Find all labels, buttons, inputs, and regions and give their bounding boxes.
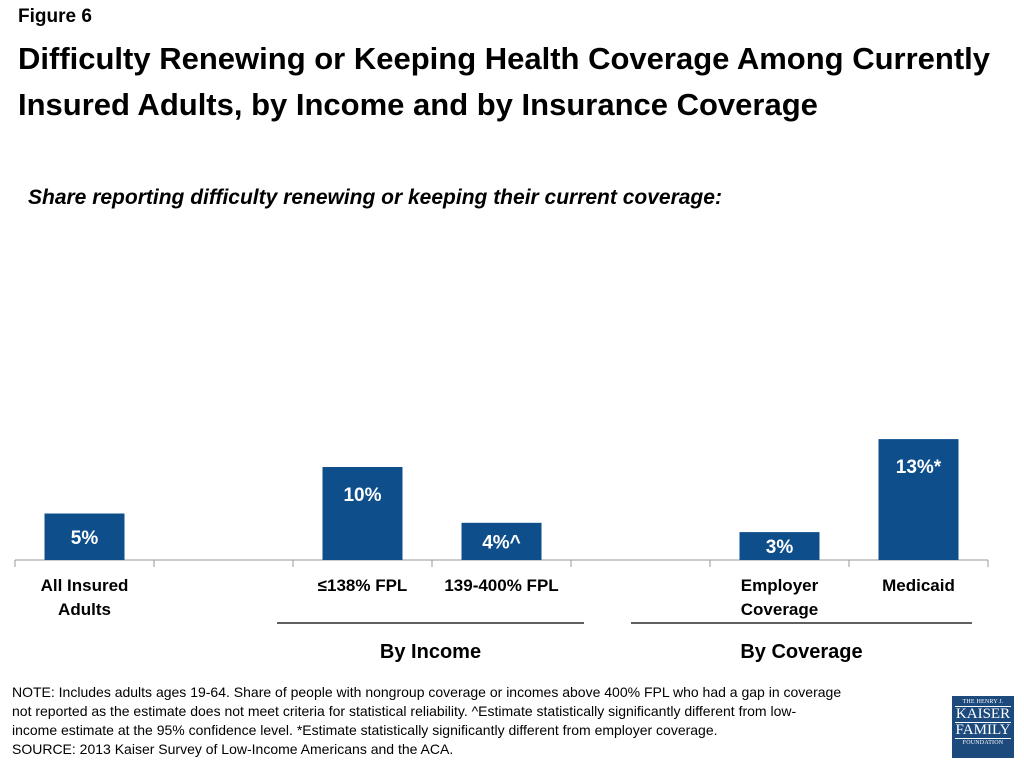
logo-line: FOUNDATION <box>962 740 1004 746</box>
bar <box>461 522 542 560</box>
chart-subtitle: Share reporting difficulty renewing or k… <box>28 186 722 209</box>
footnote: NOTE: Includes adults ages 19-64. Share … <box>12 683 947 759</box>
bar <box>44 513 125 560</box>
logo-line: FAMILY <box>955 722 1011 739</box>
x-tick-label: 139-400% FPL <box>444 576 558 595</box>
x-tick-label: ≤138% FPL <box>318 576 408 595</box>
logo-line: KAISER <box>955 706 1011 723</box>
data-label: 10% <box>343 485 381 506</box>
data-label: 5% <box>71 528 99 549</box>
group-label: By Income <box>380 641 481 663</box>
x-tick-label: Employer <box>741 576 819 595</box>
page-title: Difficulty Renewing or Keeping Health Co… <box>18 41 991 122</box>
x-tick-label: Medicaid <box>882 576 955 595</box>
data-label: 13%* <box>896 457 942 478</box>
note-line: SOURCE: 2013 Kaiser Survey of Low-Income… <box>12 741 454 757</box>
bar <box>878 439 959 560</box>
note-line: income estimate at the 95% confidence le… <box>12 722 718 738</box>
note-line: NOTE: Includes adults ages 19-64. Share … <box>12 684 842 700</box>
bar-chart: 5% All Insured Adults 10% ≤138% FPL 4%^ 139-40… <box>14 439 989 663</box>
group-label: By Coverage <box>740 641 862 663</box>
x-tick-label: Coverage <box>741 600 818 619</box>
bar <box>322 467 403 560</box>
note-line: not reported as the estimate does not me… <box>12 703 797 719</box>
figure-label: Figure 6 <box>18 6 92 27</box>
data-label: 4%^ <box>482 532 521 553</box>
x-tick-label: Adults <box>58 600 111 619</box>
kff-logo: THE HENRY J. KAISER FAMILY FOUNDATION <box>952 696 1014 758</box>
logo-line: THE HENRY J. <box>962 699 1004 705</box>
data-label: 3% <box>766 537 794 558</box>
bar <box>739 532 820 560</box>
x-tick-label: All Insured <box>41 576 129 595</box>
